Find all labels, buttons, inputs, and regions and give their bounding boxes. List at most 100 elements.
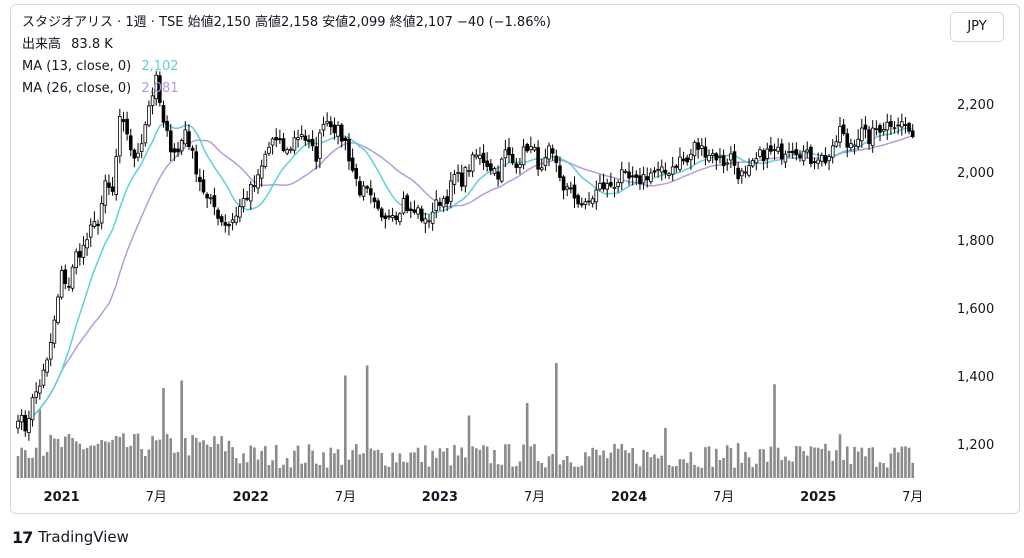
- volume-bar: [780, 460, 784, 478]
- candle-body: [376, 200, 380, 209]
- candle-body: [492, 168, 497, 174]
- volume-bar: [835, 450, 838, 478]
- candle-body: [565, 186, 570, 190]
- volume-bar: [587, 456, 591, 478]
- candle-body: [459, 172, 464, 187]
- volume-bar: [689, 452, 693, 478]
- candle-body: [478, 154, 482, 159]
- volume-bar: [165, 434, 169, 478]
- candle-body: [645, 176, 650, 181]
- candle-body: [827, 156, 831, 162]
- volume-bar: [540, 463, 544, 478]
- candle-body: [263, 153, 268, 167]
- candle-body: [725, 162, 730, 165]
- candle-body: [707, 154, 711, 162]
- candle-body: [339, 124, 344, 142]
- volume-bar: [158, 439, 162, 478]
- volume-bar: [773, 384, 776, 478]
- x-tick-label: 7月: [902, 490, 923, 505]
- volume-bar: [882, 463, 885, 478]
- volume-bar: [380, 453, 384, 478]
- volume-bar: [795, 445, 798, 478]
- volume-bar: [434, 457, 438, 478]
- candle-body: [16, 420, 20, 429]
- candle-body: [470, 154, 475, 172]
- volume-bar: [656, 458, 660, 478]
- candle-body: [390, 215, 395, 218]
- volume-bar: [347, 459, 351, 478]
- candle-body: [529, 146, 533, 151]
- candle-body: [674, 165, 679, 168]
- volume-bar: [904, 446, 907, 478]
- candle-body: [572, 184, 577, 199]
- candle-body: [692, 141, 697, 157]
- tradingview-logo-icon: 17: [12, 527, 33, 547]
- candle-body: [641, 174, 646, 184]
- candle-body: [663, 169, 668, 174]
- candle-body: [689, 153, 693, 161]
- candle-body: [299, 134, 304, 137]
- volume-bar: [129, 445, 133, 478]
- candle-body: [710, 153, 715, 156]
- candle-body: [779, 143, 784, 160]
- volume-bar: [20, 447, 23, 478]
- candle-body: [78, 250, 82, 258]
- volume-bar: [271, 460, 274, 478]
- candle-body: [125, 118, 129, 135]
- candle-body: [259, 165, 264, 179]
- candle-body: [194, 151, 199, 175]
- candle-body: [594, 189, 599, 203]
- volume-bar: [675, 466, 678, 478]
- volume-bar: [896, 452, 900, 478]
- volume-bar: [180, 380, 183, 478]
- volume-bar: [482, 445, 485, 478]
- volume-bar: [907, 447, 911, 478]
- x-tick-label: 7月: [713, 490, 734, 505]
- candle-body: [772, 149, 777, 151]
- candle-body: [114, 156, 119, 196]
- x-tick-label: 7月: [524, 490, 545, 505]
- candle-body: [30, 397, 35, 421]
- candle-body: [372, 197, 377, 203]
- volume-bar: [191, 435, 194, 478]
- volume-bar: [300, 463, 303, 478]
- candle-body: [379, 208, 384, 218]
- tradingview-brand[interactable]: 17 TradingView: [12, 527, 129, 547]
- candle-body: [394, 215, 399, 220]
- candle-body: [136, 152, 140, 158]
- volume-bar: [256, 459, 260, 478]
- ma26-value: 2,081: [141, 81, 179, 96]
- currency-button[interactable]: JPY: [950, 12, 1004, 42]
- candle-body: [900, 121, 904, 128]
- candle-body: [92, 221, 97, 227]
- candle-body: [649, 172, 653, 183]
- volume-bar: [856, 451, 860, 478]
- volume-bar: [311, 450, 314, 478]
- volume-bar: [82, 449, 85, 478]
- candle-body: [758, 149, 762, 157]
- volume-bar: [220, 436, 223, 478]
- candle-body: [463, 167, 468, 187]
- candle-body: [419, 208, 424, 222]
- volume-bar: [875, 466, 878, 478]
- candle-body: [743, 171, 748, 174]
- candle-body: [245, 197, 249, 200]
- volume-bar: [176, 452, 180, 478]
- volume-bar: [493, 450, 496, 478]
- candle-body: [569, 187, 573, 190]
- volume-bar: [151, 435, 154, 478]
- volume-bar: [394, 462, 398, 478]
- volume-bar: [45, 452, 49, 478]
- candle-body: [63, 269, 68, 285]
- volume-bar: [74, 441, 78, 478]
- candle-body: [303, 135, 308, 141]
- candle-body: [525, 144, 529, 152]
- volume-bar: [824, 443, 827, 478]
- volume-bar: [456, 455, 460, 478]
- volume-bar: [744, 451, 747, 478]
- candle-body: [223, 222, 228, 226]
- volume-bar: [671, 466, 674, 478]
- volume-bar: [718, 460, 722, 478]
- ma13-row: MA (13, close, 0) 2,102: [22, 56, 551, 78]
